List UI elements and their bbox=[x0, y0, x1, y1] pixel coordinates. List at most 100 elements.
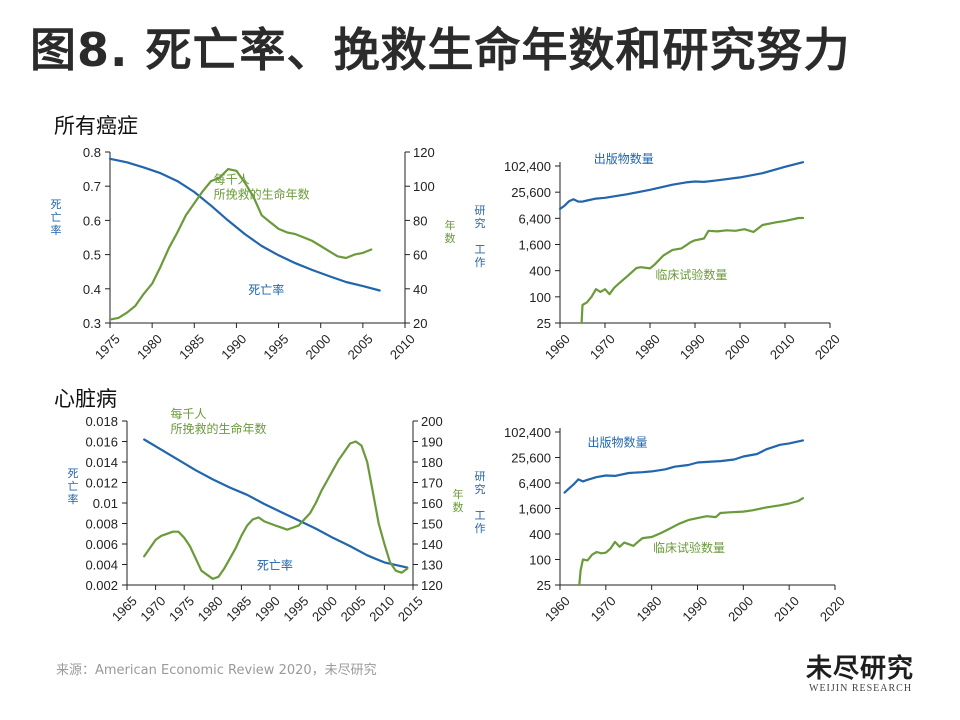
x-tick-label: 1980 bbox=[634, 593, 665, 624]
y-left-tick-label: 0.004 bbox=[85, 558, 118, 573]
y-right-tick-label: 80 bbox=[413, 213, 427, 228]
x-axis: 1965197019751980198519901995200020052010… bbox=[109, 584, 426, 624]
series-annotation: 出版物数量 bbox=[594, 151, 654, 166]
y-left-axis-label: 死亡率 bbox=[68, 468, 79, 506]
y-right-tick-label: 120 bbox=[413, 145, 435, 160]
y-right-axis-label-char: 年 bbox=[453, 487, 464, 501]
y-right-tick-label: 130 bbox=[421, 558, 443, 573]
series-line-mortality bbox=[143, 438, 409, 569]
x-tick-label: 1980 bbox=[632, 331, 663, 362]
series-annotation: 每千人 bbox=[170, 406, 206, 421]
y-left-tick-label: 0.016 bbox=[85, 435, 118, 450]
y-right-axis-label-char: 年 bbox=[445, 218, 456, 232]
y-left-axis-label-char: 亡 bbox=[51, 210, 62, 224]
x-tick-label: 2000 bbox=[722, 331, 753, 362]
y-right-tick-label: 40 bbox=[413, 282, 427, 297]
x-tick-label: 1990 bbox=[252, 593, 283, 624]
x-tick-label: 1990 bbox=[218, 331, 249, 362]
series-line-clinical-trials bbox=[580, 216, 805, 325]
y-left-axis-label-char: 率 bbox=[51, 223, 62, 237]
y-axis-label-char: 作 bbox=[475, 256, 486, 269]
series-annotation: 所挽救的生命年数 bbox=[170, 421, 266, 436]
page-title: 图8. 死亡率、挽救生命年数和研究努力 bbox=[30, 23, 851, 77]
y-tick-label: 1,600 bbox=[518, 238, 551, 253]
y-axis-label-char: 工 bbox=[475, 244, 486, 256]
y-tick-label: 25 bbox=[537, 316, 551, 331]
x-tick-label: 1965 bbox=[109, 593, 140, 624]
y-left-tick-label: 0.7 bbox=[83, 179, 101, 194]
y-left-axis-label: 死亡率 bbox=[51, 199, 62, 237]
y-tick-label: 25 bbox=[537, 578, 551, 593]
x-tick-label: 2000 bbox=[309, 593, 340, 624]
y-left-axis-label-char: 亡 bbox=[68, 479, 79, 493]
y-left-tick-label: 0.5 bbox=[83, 248, 101, 263]
x-tick-label: 2010 bbox=[366, 593, 397, 624]
y-tick-label: 25,600 bbox=[511, 451, 551, 466]
series-annotation: 死亡率 bbox=[257, 558, 293, 573]
series-line-mortality bbox=[108, 157, 381, 292]
y-axis-right: 20 40 60 80 100 120 bbox=[404, 145, 435, 331]
x-tick-label: 2005 bbox=[338, 593, 369, 624]
series-annotation: 每千人 bbox=[214, 171, 250, 186]
x-tick-label: 1970 bbox=[587, 331, 618, 362]
series-annotation: 临床试验数量 bbox=[653, 540, 725, 555]
y-left-tick-label: 0.006 bbox=[85, 537, 118, 552]
y-axis: 25 100 400 1,600 6,400 25,600 102,400 bbox=[504, 159, 561, 331]
x-tick-label: 2020 bbox=[817, 593, 848, 624]
y-left-tick-label: 0.018 bbox=[85, 414, 118, 429]
y-axis-label-char: 研 bbox=[475, 471, 486, 483]
y-tick-label: 6,400 bbox=[518, 211, 551, 226]
series-annotation: 死亡率 bbox=[248, 282, 284, 297]
y-right-tick-label: 190 bbox=[421, 435, 443, 450]
x-tick-label: 1970 bbox=[137, 593, 168, 624]
x-tick-label: 1960 bbox=[542, 331, 573, 362]
y-right-tick-label: 180 bbox=[421, 455, 443, 470]
x-tick-label: 2020 bbox=[812, 331, 843, 362]
y-tick-label: 6,400 bbox=[518, 476, 551, 491]
x-tick-label: 1985 bbox=[176, 331, 207, 362]
x-tick-label: 2015 bbox=[395, 593, 426, 624]
section-label-cancer: 所有癌症 bbox=[54, 114, 138, 138]
y-axis-left: 0.3 0.4 0.5 0.6 0.7 0.8 bbox=[83, 145, 111, 331]
x-tick-label: 1975 bbox=[92, 331, 123, 362]
y-tick-label: 102,400 bbox=[504, 159, 551, 174]
section-label-heart: 心脏病 bbox=[54, 387, 117, 411]
y-right-tick-label: 200 bbox=[421, 414, 443, 429]
y-left-axis-label-char: 率 bbox=[68, 492, 79, 506]
y-axis-label-char: 研 bbox=[475, 205, 486, 217]
weijin-research-logo: 未尽研究 WEIJIN RESEARCH bbox=[806, 648, 926, 698]
x-tick-label: 2000 bbox=[303, 331, 334, 362]
y-tick-label: 1,600 bbox=[518, 502, 551, 517]
y-right-axis-label: 年数 bbox=[445, 218, 456, 245]
y-left-axis-label-char: 死 bbox=[68, 468, 79, 480]
y-right-tick-label: 20 bbox=[413, 316, 427, 331]
y-right-tick-label: 100 bbox=[413, 179, 435, 194]
y-right-tick-label: 160 bbox=[421, 496, 443, 511]
y-tick-label: 102,400 bbox=[504, 425, 551, 440]
y-tick-label: 400 bbox=[529, 264, 551, 279]
series-line-life-years bbox=[143, 440, 409, 580]
x-tick-label: 1990 bbox=[679, 593, 710, 624]
series-annotation: 所挽救的生命年数 bbox=[214, 186, 310, 201]
x-axis: 1975 1980 1985 1990 1995 2000 2005 2010 bbox=[92, 322, 418, 362]
x-tick-label: 2000 bbox=[725, 593, 756, 624]
series-line-clinical-trials bbox=[578, 497, 804, 587]
series-line-publications bbox=[563, 439, 804, 494]
x-tick-label: 1995 bbox=[260, 331, 291, 362]
y-axis-label-char: 究 bbox=[475, 482, 486, 496]
y-tick-label: 400 bbox=[529, 527, 551, 542]
y-left-tick-label: 0.01 bbox=[93, 496, 118, 511]
x-tick-label: 2010 bbox=[767, 331, 798, 362]
series-annotation: 临床试验数量 bbox=[655, 267, 727, 282]
y-left-tick-label: 0.014 bbox=[85, 455, 118, 470]
series-annotation: 出版物数量 bbox=[588, 435, 648, 450]
logo-english-text: WEIJIN RESEARCH bbox=[809, 683, 913, 694]
y-tick-label: 25,600 bbox=[511, 185, 551, 200]
y-right-axis-label-char: 数 bbox=[453, 501, 464, 514]
x-tick-label: 1990 bbox=[677, 331, 708, 362]
y-right-tick-label: 140 bbox=[421, 537, 443, 552]
